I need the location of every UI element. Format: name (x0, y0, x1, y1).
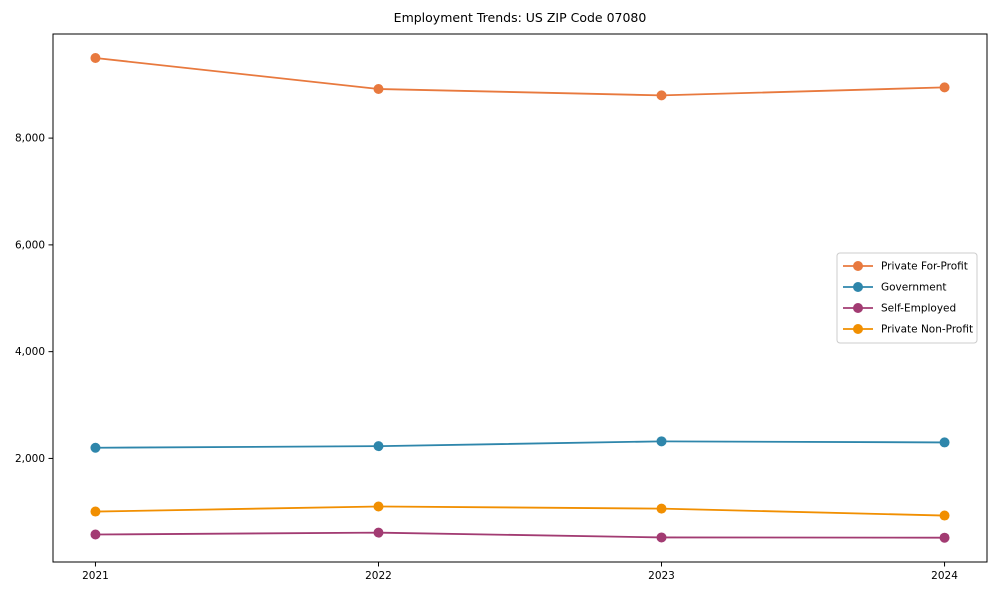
legend-entry-label: Self-Employed (881, 303, 956, 315)
data-point (939, 82, 950, 93)
data-point (373, 527, 384, 538)
legend-entry-label: Government (881, 282, 946, 294)
data-point (656, 436, 667, 447)
legend-entry-label: Private For-Profit (881, 261, 968, 273)
data-point (373, 83, 384, 94)
legend-marker (853, 282, 863, 292)
series-layer (90, 53, 950, 543)
data-point (90, 506, 101, 517)
legend: Private For-Profit Government Self-Employe… (836, 252, 978, 344)
series-line-self-employed (95, 531, 945, 539)
legend-entry-label: Private Non-Profit (881, 324, 973, 336)
data-point (373, 501, 384, 512)
data-point (90, 442, 101, 453)
y-tick-label: 8,000 (15, 133, 45, 145)
legend-box (836, 252, 978, 344)
data-point (939, 437, 950, 448)
series-line-private-non-profit (95, 505, 945, 517)
data-point (90, 529, 101, 540)
y-tick-label: 4,000 (15, 346, 45, 358)
x-tick-label: 2023 (648, 570, 675, 582)
x-tick-label: 2021 (82, 570, 109, 582)
data-point (656, 532, 667, 543)
data-point (373, 441, 384, 452)
data-point (939, 510, 950, 521)
legend-marker (853, 324, 863, 334)
y-tick-label: 6,000 (15, 239, 45, 251)
plot-frame (52, 33, 988, 563)
data-point (656, 90, 667, 101)
y-tick-label: 2,000 (15, 453, 45, 465)
series-line-government (95, 440, 945, 449)
legend-marker (853, 261, 863, 271)
x-tick-label: 2024 (931, 570, 958, 582)
legend-marker (853, 303, 863, 313)
axes-layer: 2,000 4,000 6,000 8,000 2021 2022 2023 2024 (15, 33, 988, 582)
chart-title: Employment Trends: US ZIP Code 07080 (394, 10, 647, 25)
data-point (939, 532, 950, 543)
x-tick-label: 2022 (365, 570, 392, 582)
data-point (90, 53, 101, 64)
series-line-private-for-profit (95, 57, 945, 97)
data-point (656, 503, 667, 514)
